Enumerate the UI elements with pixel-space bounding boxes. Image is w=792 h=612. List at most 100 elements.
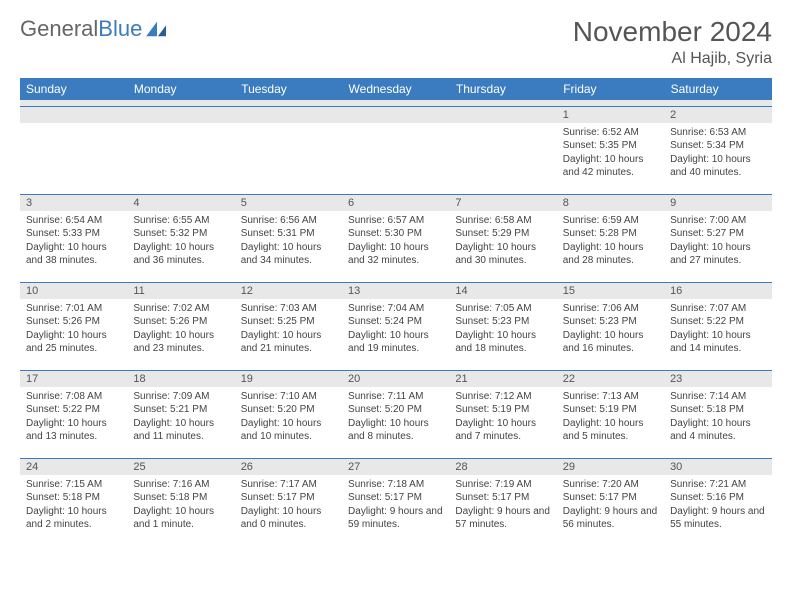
daylight-text: Daylight: 10 hours and 21 minutes.: [241, 329, 336, 356]
day-details: Sunrise: 7:13 AMSunset: 5:19 PMDaylight:…: [557, 387, 664, 447]
sunset-text: Sunset: 5:17 PM: [348, 491, 443, 505]
sunrise-text: Sunrise: 7:07 AM: [670, 302, 765, 316]
sunset-text: Sunset: 5:22 PM: [670, 315, 765, 329]
weekday-heading: Thursday: [449, 78, 556, 100]
sunset-text: Sunset: 5:32 PM: [133, 227, 228, 241]
day-number: 28: [449, 459, 556, 475]
day-details: Sunrise: 7:10 AMSunset: 5:20 PMDaylight:…: [235, 387, 342, 447]
calendar-cell: 15Sunrise: 7:06 AMSunset: 5:23 PMDayligh…: [557, 282, 664, 370]
calendar-week-row: 1 Sunrise: 6:52 AMSunset: 5:35 PMDaylight…: [20, 106, 772, 194]
calendar-head: Sunday Monday Tuesday Wednesday Thursday…: [20, 78, 772, 106]
day-details: Sunrise: 6:58 AMSunset: 5:29 PMDaylight:…: [449, 211, 556, 271]
daylight-text: Daylight: 10 hours and 30 minutes.: [455, 241, 550, 268]
day-number: 4: [127, 195, 234, 211]
calendar-cell: 14Sunrise: 7:05 AMSunset: 5:23 PMDayligh…: [449, 282, 556, 370]
day-number: 16: [664, 283, 771, 299]
daylight-text: Daylight: 10 hours and 8 minutes.: [348, 417, 443, 444]
day-number: [342, 107, 449, 123]
daylight-text: Daylight: 10 hours and 42 minutes.: [563, 153, 658, 180]
sunrise-text: Sunrise: 6:52 AM: [563, 126, 658, 140]
calendar-cell: 2Sunrise: 6:53 AMSunset: 5:34 PMDaylight…: [664, 106, 771, 194]
day-details: Sunrise: 7:12 AMSunset: 5:19 PMDaylight:…: [449, 387, 556, 447]
day-number: 20: [342, 371, 449, 387]
day-details: Sunrise: 7:15 AMSunset: 5:18 PMDaylight:…: [20, 475, 127, 535]
calendar-cell: 17Sunrise: 7:08 AMSunset: 5:22 PMDayligh…: [20, 370, 127, 458]
calendar-cell: [127, 106, 234, 194]
day-number: 6: [342, 195, 449, 211]
day-number: [449, 107, 556, 123]
sunrise-text: Sunrise: 7:00 AM: [670, 214, 765, 228]
sunset-text: Sunset: 5:29 PM: [455, 227, 550, 241]
weekday-heading: Wednesday: [342, 78, 449, 100]
day-details: Sunrise: 7:03 AMSunset: 5:25 PMDaylight:…: [235, 299, 342, 359]
daylight-text: Daylight: 10 hours and 18 minutes.: [455, 329, 550, 356]
calendar-cell: 10Sunrise: 7:01 AMSunset: 5:26 PMDayligh…: [20, 282, 127, 370]
weekday-heading: Monday: [127, 78, 234, 100]
daylight-text: Daylight: 9 hours and 56 minutes.: [563, 505, 658, 532]
calendar-cell: 5Sunrise: 6:56 AMSunset: 5:31 PMDaylight…: [235, 194, 342, 282]
day-details: Sunrise: 7:17 AMSunset: 5:17 PMDaylight:…: [235, 475, 342, 535]
calendar-cell: 1 Sunrise: 6:52 AMSunset: 5:35 PMDaylight…: [557, 106, 664, 194]
calendar-cell: [235, 106, 342, 194]
sunrise-text: Sunrise: 7:14 AM: [670, 390, 765, 404]
calendar-cell: 3Sunrise: 6:54 AMSunset: 5:33 PMDaylight…: [20, 194, 127, 282]
sunrise-text: Sunrise: 7:10 AM: [241, 390, 336, 404]
calendar-cell: [342, 106, 449, 194]
day-details: Sunrise: 7:04 AMSunset: 5:24 PMDaylight:…: [342, 299, 449, 359]
sunset-text: Sunset: 5:18 PM: [670, 403, 765, 417]
calendar-body: 1Sunrise: 6:52 AMSunset: 5:35 PMDaylight…: [20, 106, 772, 546]
calendar-cell: [449, 106, 556, 194]
daylight-text: Daylight: 10 hours and 38 minutes.: [26, 241, 121, 268]
sunset-text: Sunset: 5:19 PM: [455, 403, 550, 417]
day-number: 21: [449, 371, 556, 387]
sunset-text: Sunset: 5:35 PM: [563, 139, 658, 153]
sunrise-text: Sunrise: 6:53 AM: [670, 126, 765, 140]
day-details: Sunrise: 7:11 AMSunset: 5:20 PMDaylight:…: [342, 387, 449, 447]
day-number: [20, 107, 127, 123]
day-number: 24: [20, 459, 127, 475]
day-number: 3: [20, 195, 127, 211]
calendar-cell: 7Sunrise: 6:58 AMSunset: 5:29 PMDaylight…: [449, 194, 556, 282]
day-details: Sunrise: 6:53 AMSunset: 5:34 PMDaylight:…: [664, 123, 771, 183]
day-details: Sunrise: 6:54 AMSunset: 5:33 PMDaylight:…: [20, 211, 127, 271]
day-number: 22: [557, 371, 664, 387]
calendar-cell: 20Sunrise: 7:11 AMSunset: 5:20 PMDayligh…: [342, 370, 449, 458]
day-number: [235, 107, 342, 123]
day-details: Sunrise: 7:09 AMSunset: 5:21 PMDaylight:…: [127, 387, 234, 447]
day-number: [127, 107, 234, 123]
daylight-text: Daylight: 10 hours and 0 minutes.: [241, 505, 336, 532]
day-number: 15: [557, 283, 664, 299]
location: Al Hajib, Syria: [573, 50, 772, 68]
weekday-heading: Sunday: [20, 78, 127, 100]
sunset-text: Sunset: 5:17 PM: [563, 491, 658, 505]
month-title: November 2024: [573, 16, 772, 48]
daylight-text: Daylight: 10 hours and 28 minutes.: [563, 241, 658, 268]
sunrise-text: Sunrise: 7:03 AM: [241, 302, 336, 316]
day-details: Sunrise: 7:21 AMSunset: 5:16 PMDaylight:…: [664, 475, 771, 535]
day-number: 26: [235, 459, 342, 475]
day-details: Sunrise: 7:06 AMSunset: 5:23 PMDaylight:…: [557, 299, 664, 359]
calendar-week-row: 10Sunrise: 7:01 AMSunset: 5:26 PMDayligh…: [20, 282, 772, 370]
calendar-cell: 6Sunrise: 6:57 AMSunset: 5:30 PMDaylight…: [342, 194, 449, 282]
daylight-text: Daylight: 10 hours and 13 minutes.: [26, 417, 121, 444]
calendar-cell: 18Sunrise: 7:09 AMSunset: 5:21 PMDayligh…: [127, 370, 234, 458]
sunrise-text: Sunrise: 7:06 AM: [563, 302, 658, 316]
sunrise-text: Sunrise: 7:19 AM: [455, 478, 550, 492]
daylight-text: Daylight: 9 hours and 57 minutes.: [455, 505, 550, 532]
day-details: Sunrise: 7:05 AMSunset: 5:23 PMDaylight:…: [449, 299, 556, 359]
day-number: 5: [235, 195, 342, 211]
sunrise-text: Sunrise: 6:59 AM: [563, 214, 658, 228]
logo-sail-icon: [146, 20, 168, 38]
day-number: 1: [557, 107, 664, 123]
day-details: Sunrise: 6:56 AMSunset: 5:31 PMDaylight:…: [235, 211, 342, 271]
sunset-text: Sunset: 5:21 PM: [133, 403, 228, 417]
calendar-cell: 26Sunrise: 7:17 AMSunset: 5:17 PMDayligh…: [235, 458, 342, 546]
day-details: Sunrise: 7:00 AMSunset: 5:27 PMDaylight:…: [664, 211, 771, 271]
sunrise-text: Sunrise: 7:02 AM: [133, 302, 228, 316]
day-number: 12: [235, 283, 342, 299]
day-details: Sunrise: 7:20 AMSunset: 5:17 PMDaylight:…: [557, 475, 664, 535]
sunset-text: Sunset: 5:27 PM: [670, 227, 765, 241]
calendar-cell: 22Sunrise: 7:13 AMSunset: 5:19 PMDayligh…: [557, 370, 664, 458]
calendar-week-row: 17Sunrise: 7:08 AMSunset: 5:22 PMDayligh…: [20, 370, 772, 458]
day-number: 2: [664, 107, 771, 123]
